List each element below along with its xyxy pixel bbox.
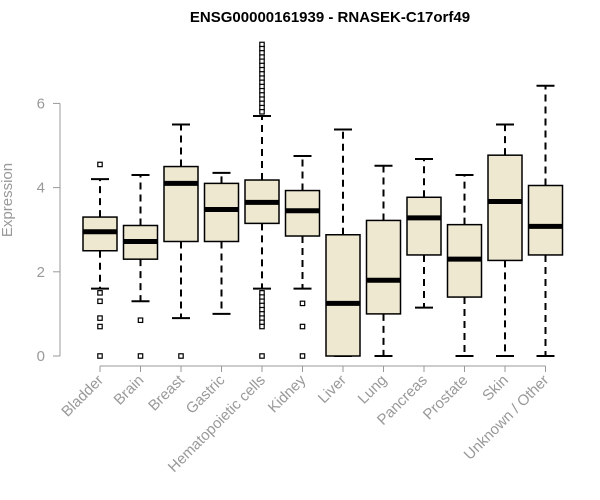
- outlier-point: [137, 317, 144, 324]
- outlier-point: [299, 353, 306, 359]
- outlier-point: [137, 353, 144, 359]
- iqr-box: [527, 184, 564, 256]
- box-unknown-other: [527, 84, 564, 357]
- box-breast: [163, 123, 199, 359]
- outlier-point: [97, 298, 103, 305]
- y-axis: 0 2 4 6: [37, 95, 61, 365]
- box-pancreas: [406, 157, 442, 309]
- outlier-point: [259, 323, 265, 330]
- box-liver: [325, 128, 361, 357]
- outlier-point: [259, 109, 265, 115]
- y-axis-label: Expression: [0, 163, 16, 237]
- box-skin: [487, 123, 523, 357]
- box-prostate: [446, 173, 483, 357]
- iqr-box: [325, 234, 361, 357]
- boxes-group: [82, 41, 564, 359]
- y-tick-label: 6: [37, 95, 45, 112]
- outlier-point: [97, 161, 103, 168]
- outlier-point: [97, 290, 103, 296]
- y-tick-label: 0: [37, 348, 45, 365]
- box-bladder: [82, 161, 118, 359]
- outlier-point: [97, 315, 103, 321]
- box-gastric: [203, 171, 240, 315]
- x-tick-label: Lung: [355, 372, 391, 408]
- outlier-point: [97, 323, 103, 330]
- x-tick-label: Bladder: [58, 372, 107, 421]
- x-tick-label: Breast: [145, 371, 188, 414]
- x-tick-label: Kidney: [265, 371, 310, 416]
- box-hematopoietic-cells: [244, 41, 280, 359]
- iqr-box: [365, 219, 402, 315]
- box-lung: [365, 164, 402, 357]
- iqr-box: [284, 189, 321, 237]
- y-tick-label: 2: [37, 264, 45, 281]
- outlier-point: [299, 323, 306, 330]
- outlier-point: [299, 300, 306, 307]
- box-brain: [122, 173, 159, 359]
- iqr-box: [203, 182, 240, 243]
- iqr-box: [406, 196, 442, 256]
- x-tick-label: Liver: [315, 372, 350, 407]
- outlier-point: [259, 353, 265, 359]
- x-tick-label: Skin: [479, 372, 512, 405]
- outlier-point: [178, 353, 184, 359]
- iqr-box: [487, 154, 523, 262]
- chart-title: ENSG00000161939 - RNASEK-C17orf49: [190, 9, 470, 26]
- iqr-box: [163, 165, 199, 243]
- y-tick-label: 4: [37, 180, 45, 197]
- outlier-point: [97, 353, 103, 359]
- x-tick-label: Brain: [111, 372, 148, 409]
- x-tick-label: Prostate: [420, 372, 472, 424]
- box-kidney: [284, 155, 321, 359]
